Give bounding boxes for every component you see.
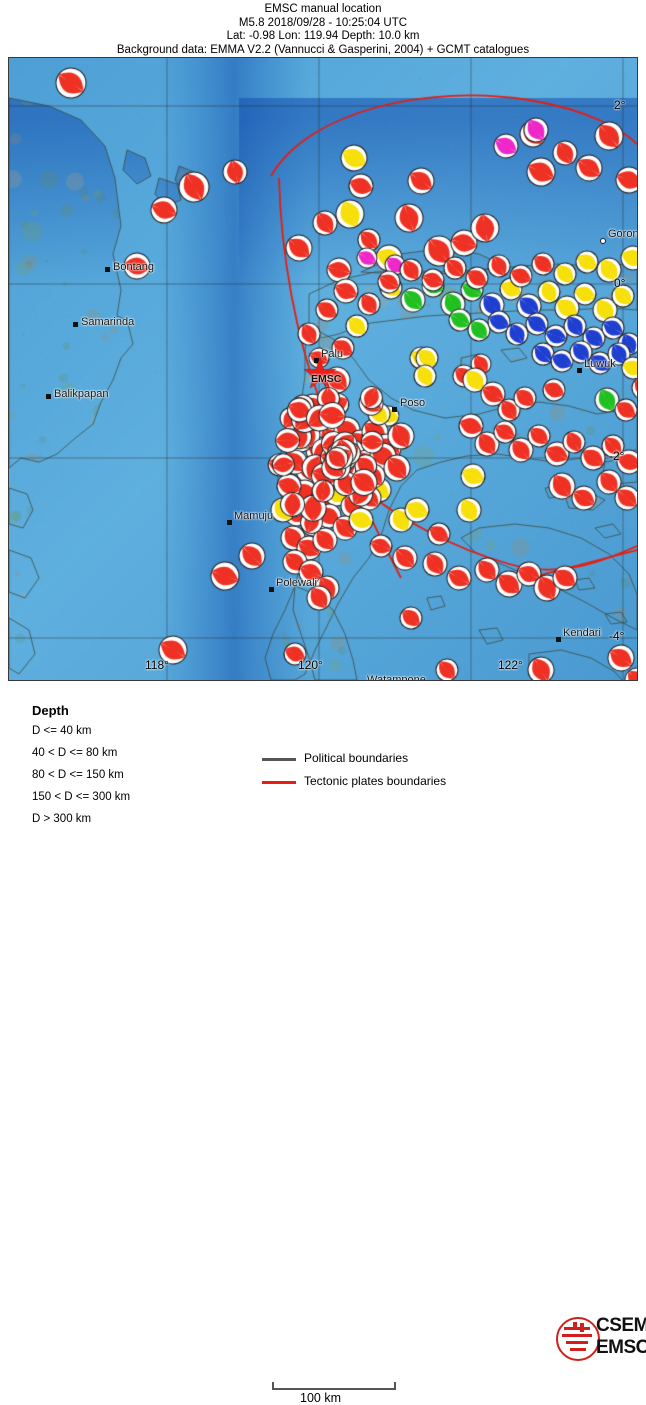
city-marker <box>105 267 110 272</box>
logo-emsc-text: EMSC <box>596 1337 646 1358</box>
map-frame[interactable]: Bontang Samarinda Balikpapan Palu Poso Mamuju… <box>8 57 638 681</box>
graticule-label: 120° <box>298 658 323 672</box>
header-background-data: Background data: EMMA V2.2 (Vannucci & G… <box>0 44 646 58</box>
city-label: Bontang <box>113 261 154 273</box>
boundary-legend-label: Political boundaries <box>304 751 408 765</box>
graticule-label: -2° <box>609 449 624 463</box>
epicenter-label: EMSC <box>311 373 341 385</box>
tectonic-boundary-swatch <box>262 781 296 784</box>
city-marker <box>600 238 606 244</box>
map-header: EMSC manual location M5.8 2018/09/28 - 1… <box>0 0 646 57</box>
depth-legend-item: D <= 40 km <box>32 725 91 737</box>
city-marker <box>556 637 561 642</box>
city-marker <box>577 368 582 373</box>
city-label: Watampone <box>367 674 426 681</box>
header-magnitude-time: M5.8 2018/09/28 - 10:25:04 UTC <box>0 17 646 31</box>
graticule-label: 2° <box>614 98 625 112</box>
city-label: Poso <box>400 397 425 409</box>
city-marker <box>269 587 274 592</box>
header-coordinates: Lat: -0.98 Lon: 119.94 Depth: 10.0 km <box>0 30 646 44</box>
depth-legend-item: 40 < D <= 80 km <box>32 747 117 759</box>
globe-icon <box>556 1317 600 1361</box>
logo-csem-text: CSEM <box>596 1315 646 1336</box>
depth-legend-title: Depth <box>32 703 69 718</box>
city-marker <box>73 322 78 327</box>
boundary-legend-label: Tectonic plates boundaries <box>304 774 446 788</box>
legend-panel: Depth D <= 40 km 40 < D <= 80 km 80 < D <=… <box>0 681 646 815</box>
graticule-label: 122° <box>498 658 523 672</box>
depth-legend-item: 80 < D <= 150 km <box>32 769 124 781</box>
city-label: Kendari <box>563 627 601 639</box>
political-boundary-swatch <box>262 758 296 761</box>
city-label: Balikpapan <box>54 388 108 400</box>
depth-legend-item: 150 < D <= 300 km <box>32 791 130 803</box>
graticule-label: -4° <box>609 629 624 643</box>
city-label: Gorontalo <box>608 228 638 240</box>
scalebar-line <box>272 1388 396 1390</box>
graticule-label: 118° <box>145 658 169 672</box>
emsc-logo[interactable]: CSEM EMSC <box>556 1314 640 1362</box>
city-label: Luwuk <box>584 358 616 370</box>
city-label: Polewali <box>276 577 317 589</box>
city-label: Mamuju <box>234 510 273 522</box>
city-marker <box>46 394 51 399</box>
city-marker <box>227 520 232 525</box>
city-marker <box>392 407 397 412</box>
graticule-label: 0° <box>614 276 625 290</box>
header-title: EMSC manual location <box>0 0 646 17</box>
city-label: Samarinda <box>81 316 134 328</box>
scalebar-tick-right <box>394 1382 396 1390</box>
scalebar-label: 100 km <box>300 1391 341 1405</box>
